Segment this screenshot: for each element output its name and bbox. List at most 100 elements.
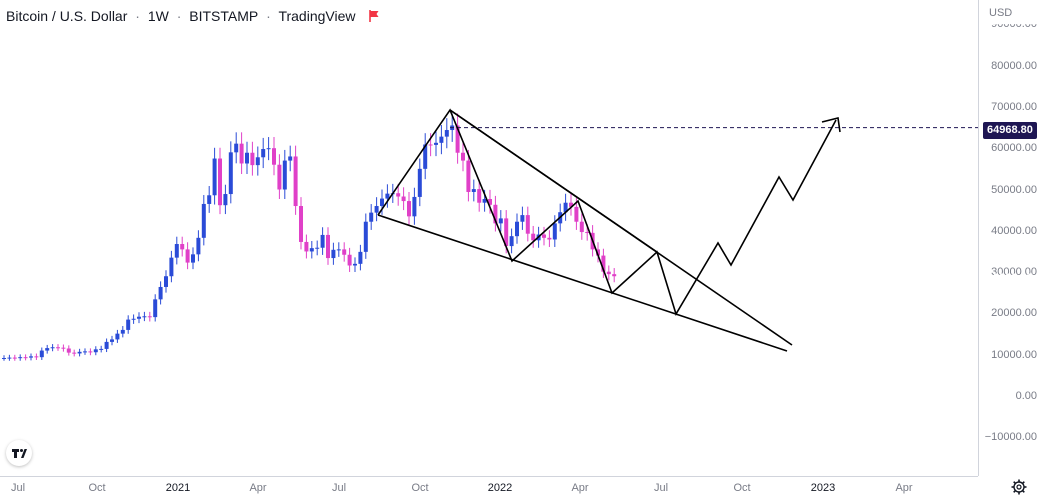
candle-body <box>515 221 519 237</box>
candle-body <box>137 316 141 319</box>
separator: · <box>176 8 182 24</box>
flag-icon[interactable] <box>369 10 379 22</box>
bar-countdown: 16:49:05 <box>987 285 1032 297</box>
candle-body <box>245 152 249 164</box>
candle-body <box>482 198 487 203</box>
chart-area[interactable]: Bitcoin / U.S. Dollar · 1W · BITSTAMP · … <box>0 0 978 476</box>
candle-body <box>434 142 438 145</box>
candle-body <box>115 333 120 340</box>
candle-body <box>282 160 287 190</box>
candle-body <box>266 148 271 150</box>
candle-body <box>212 158 217 196</box>
time-tick-label: Apr <box>249 482 267 494</box>
time-tick-label: Jul <box>653 482 669 494</box>
time-tick-label: Jul <box>10 482 26 494</box>
candle-body <box>407 201 411 217</box>
price-tick-label: 80000.00 <box>991 59 1037 72</box>
candle-body <box>439 136 444 143</box>
candle-body <box>18 357 23 359</box>
candle-body <box>164 276 168 287</box>
candle-body <box>61 347 66 349</box>
candle-body <box>563 202 568 213</box>
time-tick-label: Oct <box>411 482 429 494</box>
interval-label[interactable]: 1W <box>147 8 169 24</box>
candle-body <box>261 149 266 158</box>
time-tick-label: Apr <box>895 482 913 494</box>
price-tick-label: 0.00 <box>1015 390 1037 402</box>
time-tick-label: 2022 <box>487 482 513 494</box>
candle-body <box>574 206 579 222</box>
tradingview-logo-icon[interactable] <box>6 440 32 466</box>
time-tick-label: Oct <box>88 482 106 494</box>
candle-body <box>77 351 82 354</box>
candle-body <box>477 189 482 203</box>
candle-body <box>606 271 611 275</box>
candle-body <box>239 143 244 164</box>
candle-body <box>347 254 352 266</box>
candle-body <box>369 212 374 222</box>
candle-body <box>331 249 336 259</box>
candle-body <box>83 351 87 353</box>
separator: · <box>266 8 271 24</box>
candle-body <box>201 203 206 238</box>
candle-body <box>428 144 433 146</box>
candle-body <box>320 234 325 248</box>
candle-body <box>34 356 39 358</box>
last-price-label: 28993.17 16:49:05 <box>983 270 1037 300</box>
price-axis[interactable]: USD 90000.00 80000.00 70000.00 60000.00 5000… <box>978 0 1050 476</box>
horizontal-line-price-label: 64968.80 <box>983 122 1037 139</box>
candle-body <box>228 152 233 195</box>
candle-body <box>196 237 201 255</box>
candle-body <box>542 234 546 238</box>
candle-body <box>396 193 401 197</box>
candle-body <box>531 233 536 241</box>
separator: · <box>135 8 140 24</box>
candle-body <box>493 204 498 224</box>
candle-body <box>191 254 195 263</box>
candle-body <box>218 158 222 206</box>
candle-body <box>277 164 282 190</box>
candle-body <box>412 196 417 217</box>
candle-body <box>50 347 55 349</box>
gear-icon[interactable] <box>1011 479 1027 495</box>
candle-body <box>131 318 136 320</box>
time-tick-label: Oct <box>733 482 751 494</box>
candle-body <box>401 196 406 202</box>
candle-body <box>509 236 514 247</box>
last-price: 28993.17 <box>987 272 1033 284</box>
price-tick-label: 40000.00 <box>991 224 1037 237</box>
candle-body <box>126 319 131 330</box>
candle-body <box>309 248 314 252</box>
candle-body <box>525 215 530 234</box>
candle-body <box>358 251 363 264</box>
candle-body <box>363 221 368 252</box>
candle-body <box>66 348 71 353</box>
candle-body <box>2 358 6 360</box>
exchange-label: BITSTAMP <box>189 8 259 24</box>
symbol-header[interactable]: Bitcoin / U.S. Dollar · 1W · BITSTAMP · … <box>6 8 379 24</box>
wedge-upper-extension <box>449 109 793 346</box>
currency-label[interactable]: USD <box>989 7 1013 19</box>
time-tick-label: Apr <box>571 482 589 494</box>
price-tick-label: 30000.00 <box>991 266 1037 279</box>
candle-body <box>272 148 276 165</box>
candle-body <box>612 274 617 277</box>
candle-body <box>336 249 341 251</box>
candle-body <box>12 357 17 359</box>
symbol-name[interactable]: Bitcoin / U.S. Dollar <box>6 8 128 24</box>
candle-body <box>180 244 185 250</box>
candle-body <box>423 144 428 169</box>
price-tick-label: 10000.00 <box>991 348 1037 361</box>
candle-body <box>120 329 125 334</box>
price-chart[interactable] <box>0 0 978 476</box>
candle-body <box>385 193 390 199</box>
source-label: TradingView <box>278 8 356 24</box>
candle-body <box>569 202 573 207</box>
price-tick-label: 70000.00 <box>991 100 1037 113</box>
time-axis[interactable]: Jul Oct 2021 Apr Jul Oct 2022 Apr Jul Oct 2023 Apr <box>0 476 978 499</box>
candle-body <box>585 232 590 234</box>
candle-body <box>547 237 552 240</box>
candle-body <box>326 234 330 259</box>
candle-body <box>353 263 357 266</box>
candle-body <box>110 339 114 342</box>
